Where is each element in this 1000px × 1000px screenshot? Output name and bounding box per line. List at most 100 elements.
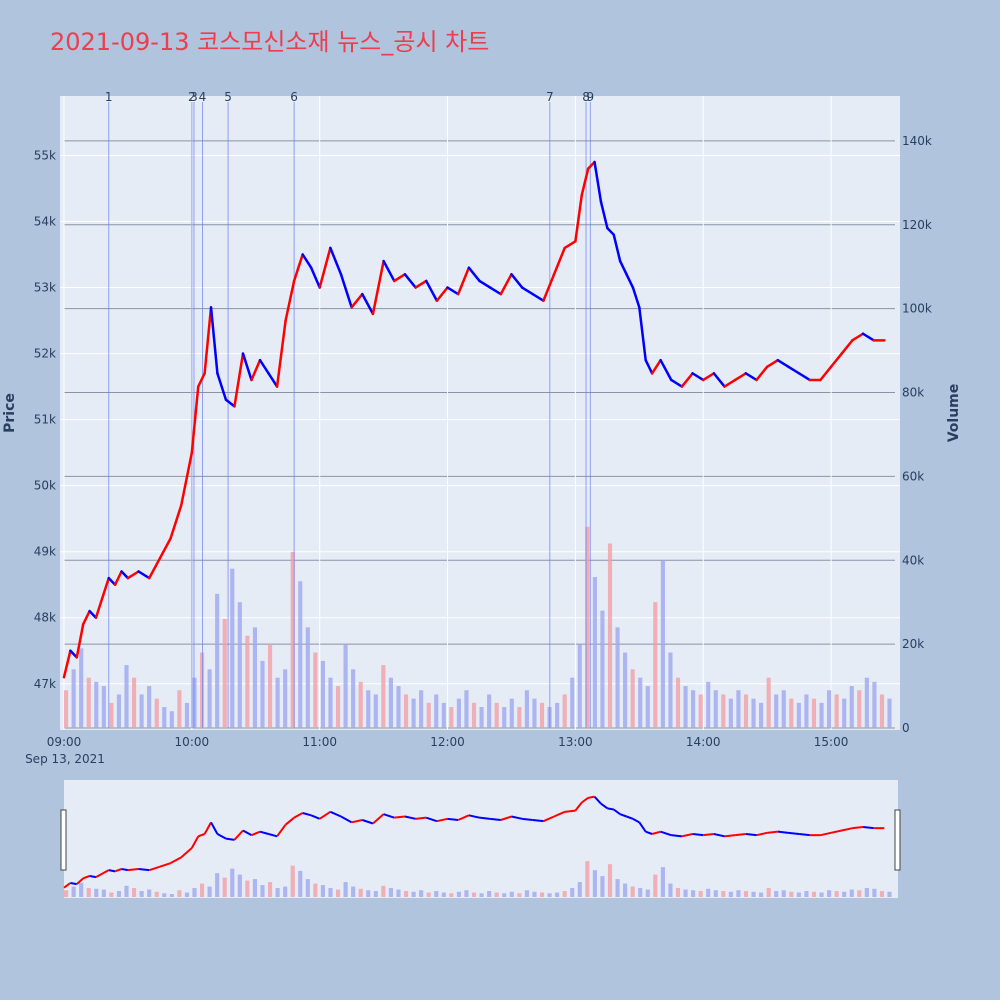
- price-segment: [456, 266, 471, 296]
- price-segment: [612, 233, 622, 263]
- price-segment: [625, 273, 635, 289]
- volume-bar: [230, 568, 235, 728]
- volume-bar: [600, 610, 605, 728]
- mini-volume-bar: [638, 888, 643, 897]
- mini-volume-bar: [199, 883, 205, 897]
- mini-price-segment: [607, 807, 614, 811]
- mini-price-segment: [468, 814, 480, 819]
- volume-bar: [267, 644, 273, 728]
- mini-volume-bar: [441, 892, 446, 897]
- volume-bar: [184, 702, 190, 728]
- mini-price-segment: [820, 831, 832, 837]
- mini-volume-bar: [479, 893, 484, 897]
- volume-bar: [343, 644, 348, 728]
- price-segment: [147, 557, 162, 580]
- mini-price-segment: [490, 817, 501, 821]
- mini-volume-bar: [79, 882, 84, 897]
- price-segment: [574, 193, 584, 243]
- volume-bar: [577, 644, 582, 728]
- mini-price-segment: [799, 833, 810, 837]
- mini-volume-bar: [502, 893, 507, 897]
- price-segment: [75, 623, 85, 659]
- mini-volume-bar: [222, 877, 227, 897]
- time-tick-label: 12:00: [430, 735, 465, 749]
- chart-title: 2021-09-13 코스모신소재 뉴스_공시 차트: [50, 28, 490, 56]
- mini-price-segment: [626, 815, 634, 820]
- mini-volume-bar: [539, 892, 545, 897]
- volume-bar: [403, 694, 409, 728]
- volume-bar: [532, 698, 537, 728]
- mini-price-segment: [522, 817, 533, 821]
- axes: 47k 48k 49k 50k 51k 52k 53k 54k 55k 0 20k 40k 60k 80k…: [34, 134, 932, 749]
- range-slider[interactable]: [64, 780, 898, 898]
- volume-bar: [131, 677, 137, 728]
- price-segment: [241, 352, 253, 382]
- price-segment: [339, 273, 353, 309]
- mini-volume-bar: [328, 888, 333, 897]
- price-segment: [733, 372, 748, 382]
- mini-price-segment: [788, 831, 800, 835]
- mini-volume-bar: [275, 888, 280, 897]
- price-segment: [659, 358, 673, 382]
- volume-bar: [517, 707, 522, 728]
- volume-bar: [471, 702, 477, 728]
- mini-price-segment: [340, 815, 353, 824]
- mini-price-segment: [632, 817, 640, 824]
- volume-bar: [623, 652, 628, 728]
- price-segment: [712, 372, 726, 388]
- price-tick-label: 53k: [34, 281, 56, 295]
- mini-price-segment: [600, 802, 608, 810]
- mini-price-segment: [302, 812, 312, 817]
- mini-price-segment: [862, 826, 874, 830]
- mini-volume-bar: [728, 891, 733, 897]
- volume-bar: [668, 652, 673, 728]
- range-slider-left-handle[interactable]: [60, 809, 67, 871]
- price-segment: [552, 246, 566, 276]
- mini-volume-bar: [796, 892, 801, 897]
- price-segment: [209, 306, 219, 375]
- price-segment: [267, 372, 279, 388]
- volume-bar: [887, 698, 892, 728]
- mini-price-segment: [703, 833, 714, 837]
- volume-bar: [147, 686, 152, 728]
- mini-volume-bar: [252, 879, 258, 897]
- mini-volume-bar: [396, 889, 401, 897]
- mini-volume-bar: [872, 888, 877, 897]
- mini-volume-bar: [64, 890, 69, 897]
- mini-volume-bar: [124, 885, 129, 897]
- volume-bar: [154, 698, 159, 728]
- price-segment: [520, 286, 535, 296]
- mini-volume-bar: [411, 891, 416, 897]
- mini-price-segment: [581, 797, 589, 804]
- mini-volume-bar: [645, 889, 650, 897]
- volume-bar: [819, 702, 824, 728]
- range-slider-right-handle[interactable]: [894, 809, 901, 871]
- mini-volume-bar: [71, 886, 76, 897]
- volume-bar: [562, 694, 567, 728]
- volume-bar: [222, 618, 227, 728]
- mini-price-segment: [425, 816, 438, 823]
- plot-area: [60, 96, 900, 730]
- volume-tick-label: 60k: [902, 469, 924, 483]
- mini-volume-bar: [169, 894, 174, 897]
- price-segment: [107, 576, 117, 586]
- mini-price-segment: [210, 821, 219, 835]
- price-segment: [593, 160, 603, 203]
- mini-volume-bar: [388, 888, 394, 897]
- time-tick-label: 11:00: [302, 735, 337, 749]
- volume-bar: [169, 711, 174, 728]
- mini-price-segment: [767, 830, 778, 834]
- mini-price-segment: [692, 833, 704, 837]
- price-segment: [88, 609, 98, 619]
- volume-bar: [615, 627, 620, 728]
- mini-volume-bar: [668, 883, 673, 897]
- price-segment: [250, 358, 262, 382]
- mini-volume-bar: [570, 888, 575, 897]
- mini-price-segment: [543, 815, 555, 823]
- mini-volume-bar: [555, 892, 560, 897]
- price-segment: [216, 372, 228, 402]
- volume-bar: [139, 694, 144, 728]
- price-segment: [829, 352, 843, 369]
- volume-bar: [781, 690, 786, 728]
- volume-bar: [419, 690, 424, 728]
